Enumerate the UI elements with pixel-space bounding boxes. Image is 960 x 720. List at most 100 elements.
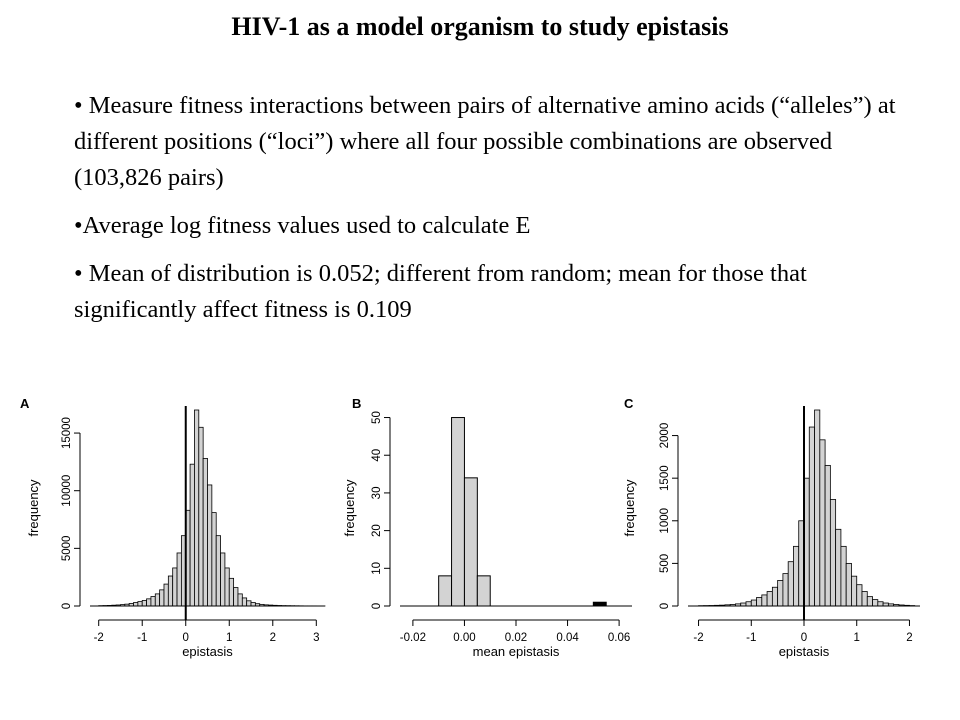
histogram-bar (215, 535, 221, 607)
panel-label: C (624, 396, 634, 411)
bullet-item: •Average log fitness values used to calc… (74, 212, 531, 239)
histogram-bar (189, 463, 195, 607)
histogram-bar (782, 573, 789, 607)
histogram-bar (146, 598, 152, 607)
histogram-bar (756, 597, 763, 607)
x-tick-label: -2 (94, 632, 104, 644)
histogram-bar (228, 577, 235, 607)
histogram-bar (866, 596, 873, 607)
histogram-figure: A-2 -1 0 1 2 3epistasis050001000015000frequen… (20, 396, 920, 659)
y-tick-label: 10 (371, 562, 383, 575)
histogram-bar (194, 409, 200, 607)
y-tick-label: 10000 (61, 475, 73, 507)
y-tick-label: 0 (371, 603, 383, 609)
histogram-bar (150, 596, 156, 607)
y-tick-label: 1500 (659, 465, 671, 491)
x-tick-label: -2 (693, 632, 703, 644)
x-tick-label: 1 (226, 632, 232, 644)
y-tick-label: 40 (371, 449, 383, 462)
histogram-bar (250, 602, 256, 607)
panel-label: A (20, 396, 30, 411)
y-axis-label: frequency (342, 479, 357, 537)
histogram-bar (207, 484, 213, 607)
x-axis-label: mean epistasis (473, 644, 560, 659)
histogram-bar (137, 601, 143, 607)
bullet-item: • Mean of distribution is 0.052; differe… (74, 260, 807, 323)
y-tick-label: 50 (371, 411, 383, 424)
x-tick-label: 0 (801, 632, 807, 644)
panel-label: B (352, 396, 361, 411)
y-tick-label: 2000 (659, 423, 671, 449)
histogram-bar (163, 583, 169, 607)
x-tick-label: 0.00 (453, 632, 475, 644)
y-tick-label: 0 (61, 603, 73, 609)
y-axis-label: frequency (26, 479, 41, 537)
x-tick-label: 1 (854, 632, 860, 644)
x-tick-label: 0.06 (608, 632, 630, 644)
histogram-bar (845, 562, 852, 607)
y-tick-label: 0 (659, 603, 671, 609)
x-tick-label: 0.02 (505, 632, 527, 644)
histogram-bar (745, 601, 752, 607)
histogram-bar (167, 575, 174, 607)
histogram-bar (133, 602, 139, 607)
histogram-bar (761, 594, 768, 607)
y-tick-label: 20 (371, 524, 383, 537)
histogram-bar (851, 575, 858, 607)
histogram-bar (176, 552, 182, 607)
histogram-bar (154, 593, 161, 607)
histogram-bar (787, 561, 794, 607)
histogram-bar (814, 409, 821, 607)
x-axis-label: epistasis (182, 644, 233, 659)
histogram-bar (808, 426, 815, 607)
x-tick-label: 2 (270, 632, 276, 644)
histogram-bar (872, 599, 879, 607)
histogram-bar (771, 586, 779, 607)
histogram-bar (877, 601, 884, 607)
histogram-bar (172, 567, 178, 607)
slide-title: HIV-1 as a model organism to study epist… (231, 12, 729, 41)
histogram-bar (856, 584, 863, 607)
histogram-bar (766, 591, 773, 607)
histogram-bar (840, 545, 847, 607)
x-tick-label: -0.02 (400, 632, 426, 644)
y-tick-label: 30 (371, 487, 383, 500)
bullet-item: • Measure fitness interactions between p… (74, 92, 896, 191)
histogram-bar (861, 591, 868, 607)
histogram-bar (463, 477, 478, 607)
y-axis-label: frequency (622, 479, 637, 537)
x-tick-label: -1 (137, 632, 147, 644)
histogram-bar (224, 567, 230, 607)
histogram-bar (198, 426, 204, 607)
x-tick-label: 0.04 (556, 632, 579, 644)
histogram-bar (451, 417, 465, 607)
histogram-bar (246, 600, 252, 607)
y-tick-label: 1000 (659, 508, 671, 534)
histogram-bar (750, 599, 757, 607)
histogram-bar (233, 587, 239, 607)
x-axis-label: epistasis (779, 644, 830, 659)
histogram-bar (211, 512, 217, 607)
histogram-bar (793, 545, 800, 607)
histogram-bar (159, 589, 165, 607)
histogram-bar (202, 458, 208, 607)
histogram-bar (220, 552, 226, 607)
histogram-bar (819, 439, 826, 607)
y-tick-label: 500 (659, 554, 671, 573)
histogram-bar (829, 499, 837, 607)
histogram-bar (141, 600, 147, 607)
panel-b: B -0.02 0.00 0.02 0.04 0.06 mean epistasis 0 10 2… (342, 396, 632, 659)
y-tick-label: 5000 (61, 536, 73, 562)
x-tick-label: 3 (313, 632, 319, 644)
histogram-bar (241, 597, 248, 607)
x-tick-label: -1 (746, 632, 756, 644)
x-tick-label: 0 (183, 632, 189, 644)
histogram-bar (777, 580, 784, 607)
x-tick-label: 2 (906, 632, 912, 644)
observed-mean-bar (592, 601, 607, 607)
histogram-bar (237, 593, 243, 607)
y-tick-label: 15000 (61, 417, 73, 449)
bullet-list: • Measure fitness interactions between p… (74, 88, 914, 340)
panel-c: C-2 -1 0 1 2epistasis0500100015002000frequen… (622, 396, 920, 659)
histogram-bar (835, 528, 842, 607)
